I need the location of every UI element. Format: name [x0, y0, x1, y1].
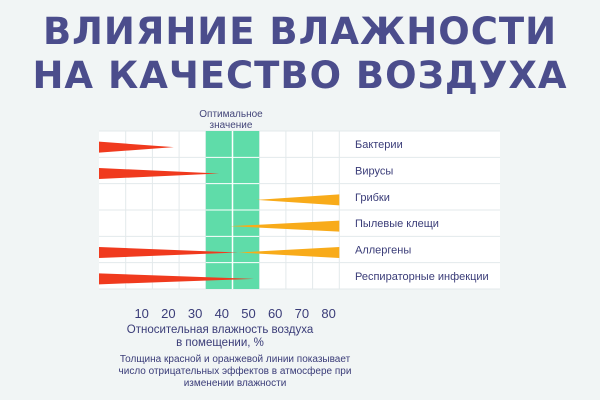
x-tick-label: 50: [241, 306, 255, 321]
chart-note-line-3: изменении влажности: [183, 378, 287, 389]
orange-effect-wedge: [237, 247, 340, 258]
red-effect-wedge: [99, 273, 254, 285]
x-axis-label-line-1: Относительная влажность воздуха: [126, 324, 314, 336]
optimal-label-line-1: Оптимальное: [199, 109, 263, 120]
x-tick-label: 70: [295, 306, 309, 321]
chart-grid: [99, 130, 500, 290]
category-label: Респираторные инфекции: [355, 271, 489, 283]
chart-note: Толщина красной и оранжевой линии показы…: [90, 354, 380, 390]
optimal-zone: [205, 131, 260, 289]
x-tick-label: 40: [215, 306, 229, 321]
red-effect-wedge: [99, 141, 174, 153]
x-axis-label-line-2: в помещении, %: [176, 337, 264, 349]
title-line-2: НА КАЧЕСТВО ВОЗДУХА: [32, 54, 568, 97]
category-label: Пылевые клещи: [355, 218, 439, 230]
red-effect-wedge: [99, 168, 220, 179]
x-tick-label: 30: [188, 306, 202, 321]
category-labels: Бактерии Вирусы Грибки Пылевые клещи Аллерге…: [355, 139, 489, 283]
x-tick-label: 10: [134, 306, 148, 321]
effect-wedges: [99, 141, 340, 285]
red-effect-wedge: [99, 247, 238, 258]
chart-note-line-2: число отрицательных эффектов в атмосфере…: [118, 366, 352, 377]
category-label: Аллергены: [355, 245, 411, 257]
x-tick-labels: 10 20 30 40 50 60 70 80: [134, 306, 335, 321]
x-tick-label: 80: [321, 306, 335, 321]
title-line-1: ВЛИЯНИЕ ВЛАЖНОСТИ: [42, 10, 558, 53]
category-label: Вирусы: [355, 166, 393, 178]
x-tick-label: 60: [268, 306, 282, 321]
page-title: ВЛИЯНИЕ ВЛАЖНОСТИ НА КАЧЕСТВО ВОЗДУХА: [0, 10, 600, 98]
category-label: Бактерии: [355, 139, 403, 151]
chart-note-line-1: Толщина красной и оранжевой линии показы…: [119, 354, 351, 365]
category-label: Грибки: [355, 192, 390, 204]
x-axis-label: Относительная влажность воздуха в помеще…: [100, 324, 340, 350]
orange-effect-wedge: [229, 220, 340, 232]
x-tick-label: 20: [161, 306, 175, 321]
orange-effect-wedge: [256, 194, 340, 206]
optimal-label-line-2: значение: [210, 120, 253, 131]
